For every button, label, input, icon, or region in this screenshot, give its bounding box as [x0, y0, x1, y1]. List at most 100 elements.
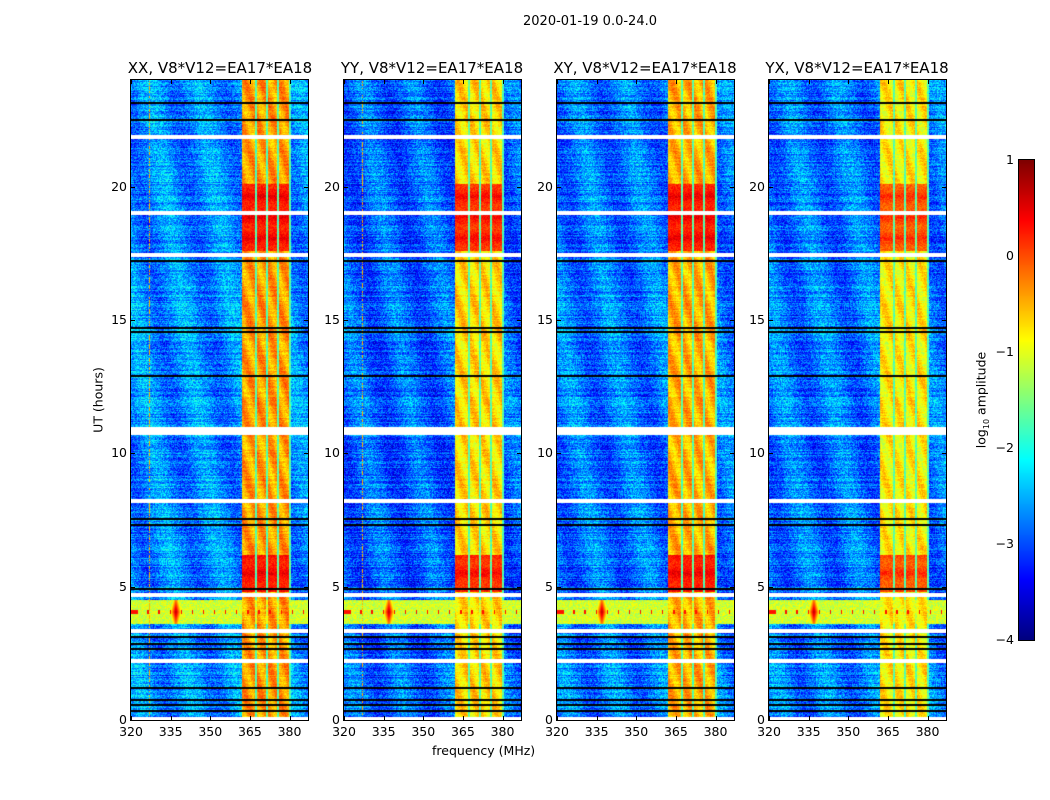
x-tick-label: 365: [450, 724, 475, 739]
y-tick-mark: [557, 586, 561, 588]
y-tick-mark: [942, 320, 946, 321]
x-tick-mark: [423, 716, 425, 720]
x-tick-mark: [502, 716, 504, 720]
colorbar-tick-label: −4: [995, 632, 1014, 647]
x-tick-mark: [462, 80, 464, 84]
colorbar-tick-label: −1: [995, 344, 1014, 359]
y-tick-mark: [344, 586, 348, 588]
y-tick-mark: [557, 720, 561, 721]
y-tick-mark: [730, 320, 734, 321]
colorbar: [1018, 159, 1035, 641]
y-tick-label: 5: [119, 578, 127, 594]
y-tick-mark: [769, 186, 773, 188]
y-tick-label: 10: [749, 445, 765, 461]
y-tick-mark: [131, 586, 135, 588]
y-tick-mark: [304, 586, 308, 588]
y-tick-label: 10: [324, 445, 340, 461]
y-tick-label: 0: [545, 712, 553, 727]
x-tick-mark: [383, 80, 385, 84]
x-tick-label: 365: [237, 724, 262, 739]
x-tick-label: 365: [663, 724, 688, 739]
y-axis-label: UT (hours): [90, 367, 106, 433]
y-tick-mark: [344, 186, 348, 188]
y-tick-label: 0: [119, 712, 127, 727]
colorbar-label: log10 amplitude: [973, 352, 991, 448]
y-tick-label: 5: [332, 578, 340, 594]
y-tick-mark: [557, 453, 561, 455]
y-tick-label: 10: [111, 445, 127, 461]
y-tick-mark: [557, 186, 561, 188]
y-tick-mark: [344, 720, 348, 721]
x-tick-mark: [887, 716, 889, 720]
colorbar-label-suffix: amplitude: [973, 351, 989, 419]
x-tick-label: 365: [875, 724, 900, 739]
x-tick-label: 380: [277, 724, 302, 739]
x-tick-mark: [344, 80, 345, 84]
y-tick-mark: [131, 453, 135, 455]
x-tick-label: 350: [411, 724, 436, 739]
x-tick-mark: [769, 80, 770, 84]
panel-title-xx: XX, V8*V12=EA17*EA18: [127, 59, 313, 77]
x-tick-mark: [715, 716, 717, 720]
x-tick-label: 335: [158, 724, 183, 739]
panel-title-yx: YX, V8*V12=EA17*EA18: [765, 59, 949, 77]
y-tick-label: 0: [757, 712, 765, 727]
x-tick-mark: [848, 716, 850, 720]
x-tick-mark: [927, 716, 929, 720]
y-tick-mark: [131, 320, 135, 321]
y-tick-label: 20: [749, 178, 765, 194]
x-tick-label: 320: [332, 724, 356, 739]
x-tick-mark: [636, 80, 638, 84]
x-tick-mark: [210, 80, 212, 84]
y-tick-mark: [304, 453, 308, 455]
y-tick-label: 15: [537, 312, 553, 327]
x-tick-label: 350: [624, 724, 649, 739]
x-tick-mark: [848, 80, 850, 84]
x-tick-mark: [808, 80, 810, 84]
figure-title: 2020-01-19 0.0-24.0: [523, 14, 657, 29]
y-tick-mark: [942, 186, 946, 188]
y-tick-mark: [304, 720, 308, 721]
x-axis-label: frequency (MHz): [432, 743, 536, 758]
y-tick-mark: [131, 720, 135, 721]
x-tick-mark: [131, 80, 132, 84]
x-tick-label: 335: [584, 724, 609, 739]
colorbar-gradient: [1019, 160, 1034, 640]
heatmap-yy: [344, 80, 521, 720]
x-tick-mark: [289, 716, 291, 720]
y-tick-mark: [557, 320, 561, 321]
x-tick-mark: [170, 716, 172, 720]
x-tick-mark: [675, 80, 677, 84]
y-tick-mark: [131, 186, 135, 188]
y-tick-label: 15: [324, 312, 340, 327]
y-tick-mark: [730, 586, 734, 588]
y-tick-mark: [942, 720, 946, 721]
colorbar-label-prefix: log: [973, 429, 989, 449]
y-tick-label: 0: [332, 712, 340, 727]
x-tick-mark: [131, 716, 132, 720]
x-tick-label: 320: [545, 724, 569, 739]
x-tick-mark: [289, 80, 291, 84]
y-tick-mark: [769, 320, 773, 321]
y-tick-mark: [517, 320, 521, 321]
x-tick-mark: [596, 716, 598, 720]
heatmap-yx: [769, 80, 946, 720]
x-tick-mark: [210, 716, 212, 720]
panel-title-xy: XY, V8*V12=EA17*EA18: [553, 59, 737, 77]
colorbar-tick-label: 0: [1006, 248, 1014, 263]
x-tick-mark: [887, 80, 889, 84]
y-tick-mark: [344, 453, 348, 455]
y-tick-mark: [769, 586, 773, 588]
colorbar-label-sub: 10: [981, 418, 991, 430]
x-tick-label: 320: [119, 724, 143, 739]
colorbar-tick-label: 1: [1006, 152, 1014, 167]
x-tick-mark: [462, 716, 464, 720]
x-tick-mark: [596, 80, 598, 84]
x-tick-label: 335: [371, 724, 396, 739]
x-tick-label: 320: [757, 724, 781, 739]
y-tick-mark: [517, 453, 521, 455]
y-tick-label: 15: [111, 312, 127, 327]
colorbar-tick-label: −2: [995, 440, 1014, 455]
y-tick-mark: [730, 453, 734, 455]
x-tick-mark: [170, 80, 172, 84]
